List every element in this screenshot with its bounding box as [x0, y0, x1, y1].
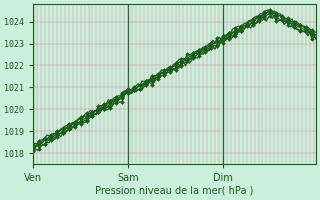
- X-axis label: Pression niveau de la mer( hPa ): Pression niveau de la mer( hPa ): [95, 186, 254, 196]
